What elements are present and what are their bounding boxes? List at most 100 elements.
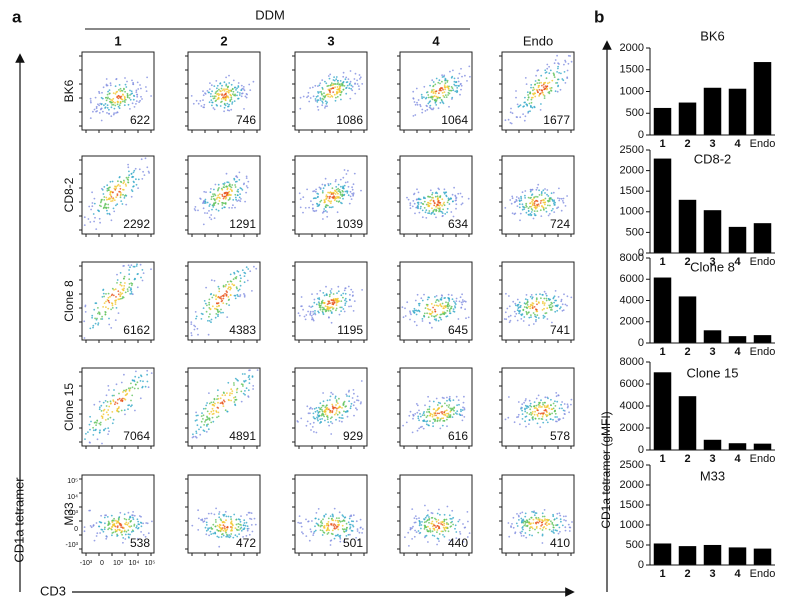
y-tick-label: 0 xyxy=(638,337,644,349)
cell-dot xyxy=(427,299,429,301)
cell-dot xyxy=(307,311,309,313)
cell-dot xyxy=(353,310,355,312)
cell-dot xyxy=(251,512,253,514)
cell-dot xyxy=(337,286,339,288)
cell-dot xyxy=(437,201,439,203)
cell-dot xyxy=(450,409,452,411)
cell-dot xyxy=(537,423,539,425)
cell-dot xyxy=(229,90,231,92)
cell-dot xyxy=(542,535,544,537)
cell-dot xyxy=(419,532,421,534)
cell-dot xyxy=(230,400,232,402)
cell-dot xyxy=(241,95,243,97)
cell-dot xyxy=(99,205,101,207)
cell-dot xyxy=(215,313,217,315)
cell-dot xyxy=(423,86,425,88)
cell-dot xyxy=(225,519,227,521)
cell-dot xyxy=(452,416,454,418)
cell-dot xyxy=(117,193,119,195)
cell-dot xyxy=(105,313,107,315)
cell-dot xyxy=(203,224,205,226)
cell-dot xyxy=(312,311,314,313)
cell-dot xyxy=(141,98,143,100)
cell-dot xyxy=(532,87,534,89)
cell-dot xyxy=(332,304,334,306)
cell-dot xyxy=(302,212,304,214)
cell-dot xyxy=(442,209,444,211)
x-tick-label: 3 xyxy=(709,138,715,150)
cell-dot xyxy=(215,410,217,412)
cell-dot xyxy=(423,197,425,199)
cell-dot xyxy=(122,265,124,267)
cell-dot xyxy=(441,297,443,299)
cell-dot xyxy=(449,309,451,311)
cell-dot xyxy=(451,97,453,99)
cell-dot xyxy=(360,401,362,403)
cell-dot xyxy=(519,203,521,205)
cell-dot xyxy=(202,106,204,108)
cell-dot xyxy=(415,104,417,106)
cell-dot xyxy=(515,313,517,315)
cell-dot xyxy=(234,273,236,275)
cell-dot xyxy=(235,519,237,521)
cell-dot xyxy=(117,527,119,529)
cell-dot xyxy=(334,508,336,510)
cell-dot xyxy=(209,320,211,322)
cell-dot xyxy=(449,514,451,516)
cell-dot xyxy=(437,529,439,531)
cell-dot xyxy=(212,305,214,307)
cell-dot xyxy=(524,408,526,410)
cell-dot xyxy=(538,189,540,191)
cell-dot xyxy=(438,519,440,521)
cell-dot xyxy=(115,85,117,87)
cell-dot xyxy=(546,211,548,213)
cell-dot xyxy=(325,305,327,307)
cell-dot xyxy=(351,193,353,195)
cell-dot xyxy=(439,83,441,85)
cell-dot xyxy=(428,210,430,212)
cell-dot xyxy=(553,192,555,194)
cell-dot xyxy=(324,81,326,83)
cell-dot xyxy=(361,532,363,534)
cell-dot xyxy=(194,208,196,210)
cell-dot xyxy=(534,204,536,206)
cell-dot xyxy=(299,192,301,194)
cell-dot xyxy=(535,517,537,519)
cell-dot xyxy=(525,77,527,79)
cell-dot xyxy=(215,294,217,296)
cell-dot xyxy=(210,191,212,193)
cell-dot xyxy=(329,294,331,296)
cell-dot xyxy=(238,98,240,100)
cell-dot xyxy=(414,203,416,205)
cell-dot xyxy=(516,196,518,198)
cell-dot xyxy=(524,120,526,122)
cell-dot xyxy=(523,208,525,210)
cell-dot xyxy=(505,318,507,320)
cell-dot xyxy=(337,402,339,404)
cell-dot xyxy=(208,307,210,309)
cell-dot xyxy=(226,303,228,305)
cell-dot xyxy=(434,213,436,215)
row-label: BK6 xyxy=(62,79,76,102)
cell-dot xyxy=(445,94,447,96)
cell-dot xyxy=(111,302,113,304)
cell-dot xyxy=(199,198,201,200)
cell-dot xyxy=(436,295,438,297)
cell-dot xyxy=(208,428,210,430)
cell-dot xyxy=(224,394,226,396)
x-tick-label: 4 xyxy=(734,453,741,465)
cell-dot xyxy=(446,310,448,312)
cell-dot xyxy=(221,88,223,90)
chart-title: Clone 8 xyxy=(690,259,735,274)
cell-dot xyxy=(352,295,354,297)
cell-dot xyxy=(435,104,437,106)
cell-dot xyxy=(462,409,464,411)
chart-title: BK6 xyxy=(700,28,725,43)
cell-dot xyxy=(228,191,230,193)
cell-dot xyxy=(531,208,533,210)
cell-dot xyxy=(338,290,340,292)
cell-dot xyxy=(326,407,328,409)
cell-dot xyxy=(129,108,131,110)
cell-dot xyxy=(245,192,247,194)
cell-dot xyxy=(124,398,126,400)
